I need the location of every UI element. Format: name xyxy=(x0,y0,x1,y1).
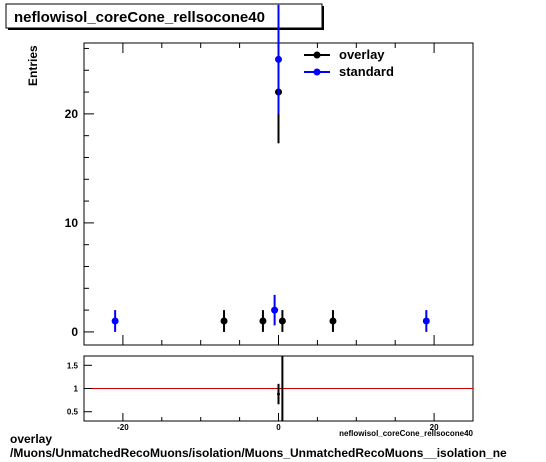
main-data-points xyxy=(111,4,430,332)
data-point-standard xyxy=(275,55,282,63)
title-box: neflowisol_coreCone_rellsocone40 xyxy=(5,3,324,30)
footer-line-2: /Muons/UnmatchedRecoMuons/isolation/Muon… xyxy=(10,446,507,460)
x-axis-label: neflowisol_coreCone_rellsocone40 xyxy=(339,429,473,438)
y-tick-label: 0 xyxy=(71,325,78,339)
legend-label-standard: standard xyxy=(339,64,394,79)
legend-label-overlay: overlay xyxy=(339,47,385,62)
x-tick-label: 0 xyxy=(276,423,281,432)
ratio-y-tick-label: 1 xyxy=(74,385,79,394)
ratio-data-points xyxy=(277,356,284,421)
x-tick-label: 20 xyxy=(430,423,439,432)
data-point-overlay xyxy=(329,317,337,325)
legend: overlay standard xyxy=(304,47,394,79)
y-tick-label: 20 xyxy=(65,107,79,121)
data-point-standard xyxy=(271,306,279,314)
y-axis-label: Entries xyxy=(26,45,40,86)
chart-title: neflowisol_coreCone_rellsocone40 xyxy=(14,9,265,26)
data-point-overlay xyxy=(278,317,286,325)
ratio-y-tick-label: 1.5 xyxy=(67,361,79,370)
ratio-point xyxy=(277,392,280,396)
x-tick-label: -20 xyxy=(117,423,129,432)
data-point-standard xyxy=(422,317,430,325)
data-point-overlay xyxy=(259,317,267,325)
main-axes: 0 10 20 xyxy=(65,43,474,345)
footer-line-1: overlay xyxy=(10,432,53,446)
y-tick-label: 10 xyxy=(65,216,79,230)
data-point-standard xyxy=(111,317,119,325)
data-point-overlay xyxy=(220,317,228,325)
ratio-y-tick-label: 0.5 xyxy=(67,408,79,417)
